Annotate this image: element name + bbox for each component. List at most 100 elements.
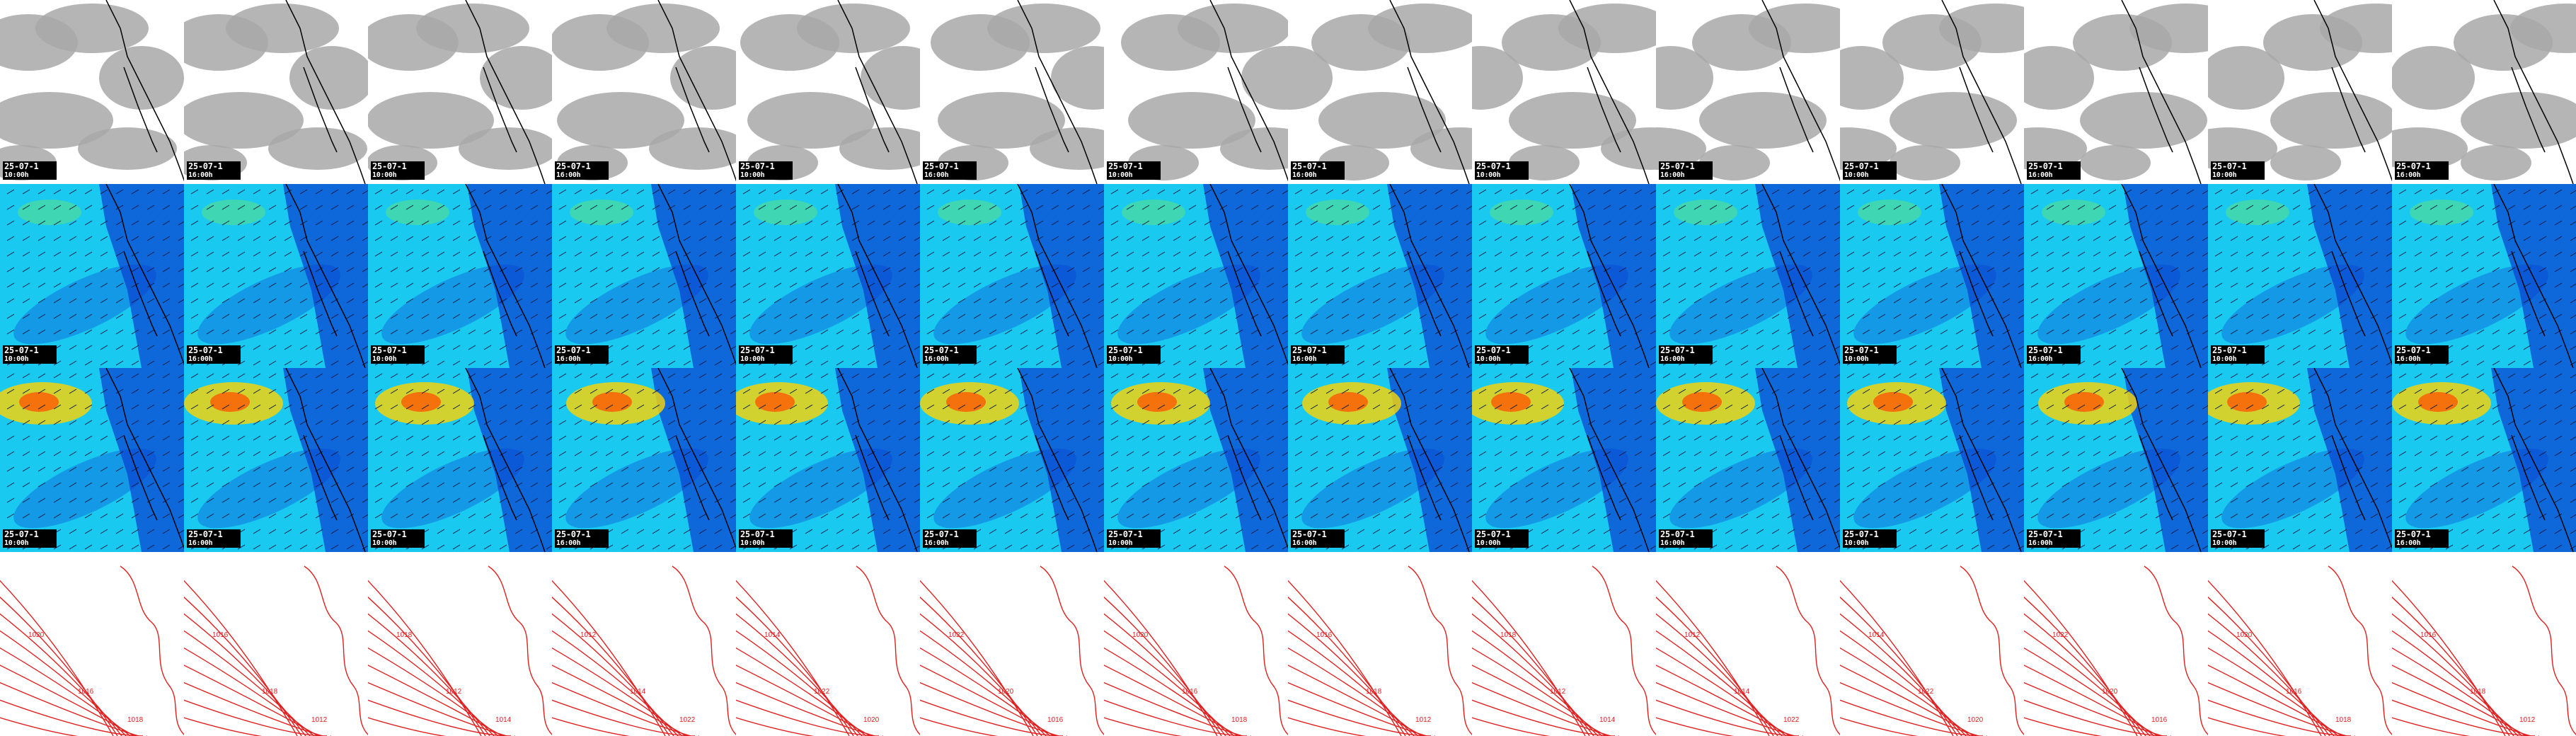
wind-barb [652, 404, 660, 410]
wind-barb [1556, 482, 1565, 488]
isobar [2024, 665, 2159, 736]
wind-barb [867, 236, 875, 241]
wind-barb [1126, 251, 1134, 257]
isobar-label: 1018 [1231, 716, 1248, 724]
wind-barb [1818, 205, 1827, 210]
map-image [1288, 184, 1472, 368]
wind-barb [2139, 220, 2148, 226]
wind-barb [1466, 467, 1472, 472]
wind-barb [2124, 267, 2132, 272]
wind-barb [1802, 389, 1811, 394]
wind-barb [1035, 345, 1044, 350]
wind-barb [1525, 267, 1534, 272]
timestamp-lead: 16:00h [1292, 539, 1317, 547]
wind-barb [1787, 251, 1795, 257]
wind-barb [1250, 435, 1259, 441]
map-panel-wind-high: 25-07-1 10:00h [0, 368, 184, 552]
wind-barb [2202, 283, 2208, 288]
wind-barb [2214, 251, 2223, 257]
wind-barb [989, 314, 997, 319]
wind-barb [1110, 482, 1119, 488]
wind-barb [315, 314, 323, 319]
wind-barb [1725, 498, 1733, 503]
wind-barb [2308, 389, 2316, 394]
wind-barb [1035, 282, 1044, 288]
wind-barb [1110, 236, 1119, 241]
wind-barb [2261, 267, 2270, 272]
wind-barb [730, 529, 736, 534]
wind-barb [636, 220, 645, 226]
wind-barb [1846, 267, 1855, 272]
wind-barb [374, 205, 383, 210]
wind-barb [237, 251, 246, 257]
wind-barb [1466, 389, 1472, 394]
wind-barb [84, 373, 93, 379]
wind-barb [730, 420, 736, 425]
wind-barb [1235, 282, 1243, 288]
isobar [2392, 699, 2536, 736]
wind-barb [2507, 329, 2516, 335]
wind-barb [2323, 420, 2332, 425]
wind-barb [1603, 236, 1611, 241]
wind-barb [1450, 205, 1459, 210]
wind-barb [730, 221, 736, 226]
wind-barb [2002, 435, 2011, 441]
wind-barb [1662, 282, 1671, 288]
wind-barb [1188, 420, 1197, 425]
wind-barb [730, 361, 736, 366]
wind-barb [652, 220, 660, 226]
wind-barb [1756, 251, 1764, 257]
wind-barb [2386, 268, 2392, 272]
wind-barb [362, 330, 368, 335]
wind-barb [1541, 282, 1549, 288]
timestamp-lead: 10:00h [2212, 539, 2237, 547]
wind-barb [1294, 236, 1303, 241]
wind-barb [1650, 452, 1656, 456]
wind-barb [1294, 189, 1303, 195]
wind-barb [714, 544, 723, 550]
wind-barb [53, 251, 62, 257]
wind-barb [2155, 404, 2163, 410]
coastline [105, 184, 184, 366]
wind-barb [758, 329, 766, 335]
wind-barb [1971, 389, 1979, 394]
wind-barb [468, 205, 476, 210]
wind-barb [2339, 404, 2347, 410]
wind-barb [590, 236, 598, 241]
wind-barb [421, 420, 430, 425]
wind-barb [1450, 298, 1459, 304]
wind-barb [2339, 435, 2347, 441]
wind-maximum [1306, 200, 1369, 225]
cloud-band [1699, 92, 1827, 149]
wind-barb [774, 435, 782, 441]
wind-barb [1082, 282, 1091, 288]
wind-barb [38, 267, 46, 272]
isobar [1656, 665, 1791, 736]
wind-barb [146, 251, 155, 257]
wind-barb [958, 267, 966, 272]
wind-barb [1051, 466, 1059, 472]
wind-barb [2308, 544, 2316, 550]
wind-barb [1035, 236, 1044, 241]
wind-barb [237, 314, 246, 319]
wind-barb [1771, 282, 1780, 288]
timestamp-lead: 16:00h [2396, 539, 2421, 547]
wind-barb [222, 236, 230, 241]
wind-barb [1403, 189, 1412, 195]
wind-barb [1756, 329, 1764, 335]
wind-barb [268, 282, 277, 288]
wind-barb [1694, 466, 1702, 472]
wind-barb [1204, 513, 1212, 519]
wind-barb [468, 420, 476, 425]
wind-barb [1909, 498, 1917, 503]
wind-barb [1326, 314, 1334, 319]
wind-barb [926, 373, 935, 379]
wind-barb [299, 544, 308, 550]
wind-barb [2155, 189, 2163, 195]
wind-barb [605, 420, 614, 425]
wind-barb [84, 314, 93, 319]
wind-barb [452, 389, 461, 394]
wind-barb [2108, 189, 2117, 195]
wind-barb [390, 236, 398, 241]
wind-barb [530, 482, 539, 488]
